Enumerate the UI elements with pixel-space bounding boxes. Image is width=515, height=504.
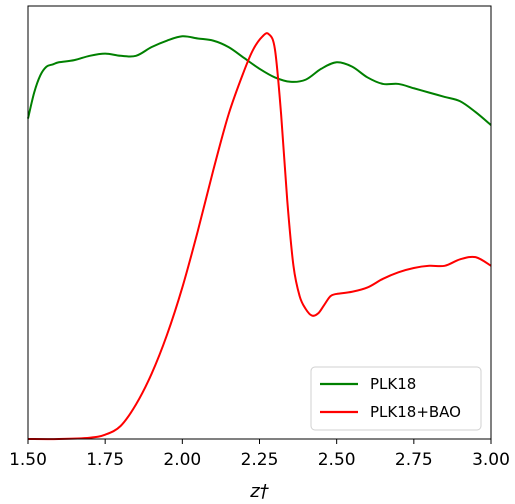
x-tick-label: 2.50 bbox=[318, 450, 356, 470]
legend-label-plk18-bao: PLK18+BAO bbox=[370, 403, 461, 421]
x-axis-label: z† bbox=[249, 481, 269, 502]
x-tick-label: 2.00 bbox=[163, 450, 201, 470]
x-tick-label: 1.75 bbox=[86, 450, 124, 470]
x-tick-label: 2.75 bbox=[395, 450, 433, 470]
series-lines bbox=[27, 32, 492, 441]
x-tick-label: 1.50 bbox=[9, 450, 47, 470]
x-tick-label: 2.25 bbox=[241, 450, 279, 470]
series-line-plk18-bao bbox=[27, 32, 492, 441]
legend-box bbox=[310, 366, 482, 431]
x-axis-ticks: 1.50 1.75 2.00 2.25 2.50 2.75 3.00 bbox=[9, 439, 510, 470]
series-line-plk18 bbox=[27, 35, 492, 126]
legend: PLK18 PLK18+BAO bbox=[310, 366, 482, 431]
legend-label-plk18: PLK18 bbox=[370, 375, 416, 393]
x-tick-label: 3.00 bbox=[472, 450, 510, 470]
